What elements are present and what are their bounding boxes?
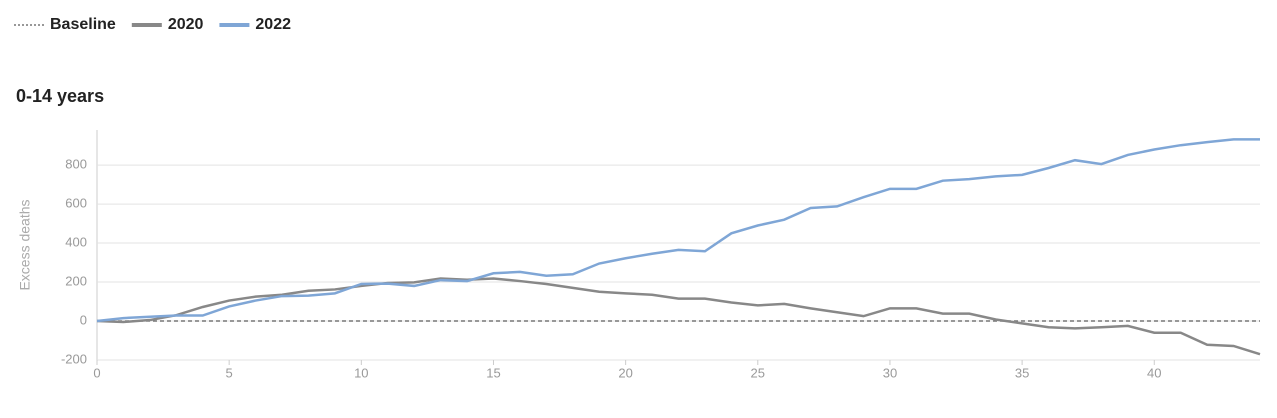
y-axis-label: Excess deaths bbox=[17, 199, 33, 290]
x-tick-label: 35 bbox=[1015, 365, 1029, 380]
y-tick-label: 200 bbox=[65, 273, 87, 288]
y-tick-label: 0 bbox=[80, 312, 87, 327]
x-tick-label: 5 bbox=[226, 365, 233, 380]
y-tick-label: 800 bbox=[65, 157, 87, 172]
series-line bbox=[96, 277, 1261, 356]
x-tick-label: 25 bbox=[751, 365, 765, 380]
x-tick-label: 40 bbox=[1147, 365, 1161, 380]
y-tick-label: 600 bbox=[65, 196, 87, 211]
legend-label: 2020 bbox=[168, 16, 204, 33]
legend-label: Baseline bbox=[50, 16, 116, 33]
x-tick-label: 15 bbox=[486, 365, 500, 380]
legend-label: 2022 bbox=[255, 16, 291, 33]
y-tick-label: -200 bbox=[61, 351, 87, 366]
x-tick-label: 30 bbox=[883, 365, 897, 380]
series-line bbox=[96, 138, 1260, 323]
x-tick-label: 20 bbox=[618, 365, 632, 380]
chart-title: 0-14 years bbox=[16, 86, 104, 106]
x-tick-label: 10 bbox=[354, 365, 368, 380]
x-tick-label: 0 bbox=[93, 365, 100, 380]
y-tick-label: 400 bbox=[65, 234, 87, 249]
